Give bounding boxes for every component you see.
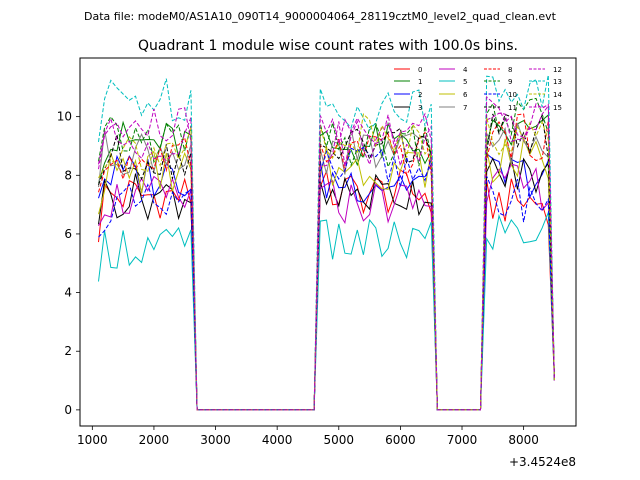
legend-label-12: 12 [553,66,562,74]
legend-label-8: 8 [508,66,512,74]
x-tick-label: 4000 [262,433,293,447]
x-tick-label: 7000 [447,433,478,447]
legend-label-2: 2 [418,91,422,99]
legend-label-13: 13 [553,78,562,86]
x-tick-label: 5000 [324,433,355,447]
y-tick-label: 2 [64,344,72,358]
chart-title: Quadrant 1 module wise count rates with … [138,38,518,54]
series-line-14 [98,113,555,411]
legend-label-7: 7 [463,104,467,112]
x-tick-label: 1000 [77,433,108,447]
legend-label-6: 6 [463,91,468,99]
axes-frame [79,57,577,427]
legend-label-0: 0 [418,66,422,74]
legend-label-15: 15 [553,104,562,112]
series-layer [98,74,555,411]
x-tick-label: 3000 [200,433,231,447]
legend-label-5: 5 [463,78,467,86]
x-axis: 1000 2000 3000 4000 5000 6000 7000 8000 [77,426,539,447]
x-tick-label: 6000 [385,433,416,447]
x-tick-label: 2000 [139,433,170,447]
legend-label-11: 11 [508,104,517,112]
y-axis: 0 2 4 6 8 10 [57,110,80,417]
x-tick-label: 8000 [508,433,539,447]
y-tick-label: 0 [64,403,72,417]
legend-label-10: 10 [508,91,517,99]
plot-area [79,57,577,427]
y-tick-label: 8 [64,168,72,182]
series-line-5 [98,212,555,411]
y-tick-label: 10 [57,110,72,124]
legend-label-1: 1 [418,78,422,86]
legend-label-14: 14 [553,91,562,99]
figure-suptitle: Data file: modeM0/AS1A10_090T14_90000040… [84,10,557,23]
series-line-15 [98,95,555,411]
y-tick-label: 6 [64,227,72,241]
x-axis-offset-label: +3.4524e8 [509,455,576,469]
legend-label-4: 4 [463,66,468,74]
y-tick-label: 4 [64,286,72,300]
series-line-10 [98,146,555,411]
legend-label-3: 3 [418,104,422,112]
legend-label-9: 9 [508,78,512,86]
